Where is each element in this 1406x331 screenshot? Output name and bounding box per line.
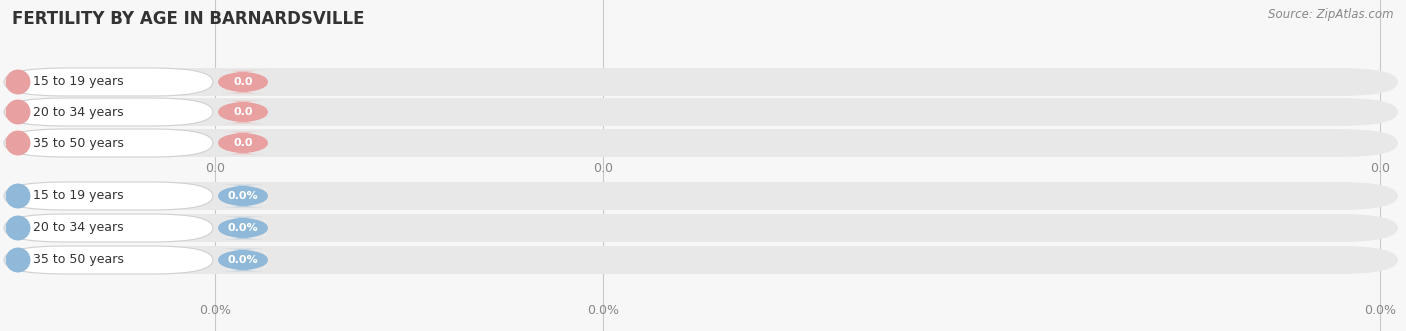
Text: 0.0%: 0.0%: [586, 304, 619, 316]
Text: 20 to 34 years: 20 to 34 years: [34, 221, 124, 234]
Text: 15 to 19 years: 15 to 19 years: [34, 190, 124, 203]
Ellipse shape: [6, 248, 30, 272]
Text: 0.0%: 0.0%: [200, 304, 231, 316]
Text: 0.0: 0.0: [233, 77, 253, 87]
FancyBboxPatch shape: [4, 246, 212, 274]
FancyBboxPatch shape: [218, 249, 269, 271]
Text: 35 to 50 years: 35 to 50 years: [34, 136, 124, 150]
Text: 0.0: 0.0: [1369, 162, 1391, 174]
Ellipse shape: [6, 216, 30, 240]
FancyBboxPatch shape: [218, 185, 269, 207]
Text: FERTILITY BY AGE IN BARNARDSVILLE: FERTILITY BY AGE IN BARNARDSVILLE: [13, 10, 364, 28]
Text: 0.0%: 0.0%: [1364, 304, 1396, 316]
Text: 0.0%: 0.0%: [228, 191, 259, 201]
FancyBboxPatch shape: [4, 129, 212, 157]
FancyBboxPatch shape: [4, 246, 1398, 274]
Text: 0.0: 0.0: [205, 162, 225, 174]
FancyBboxPatch shape: [218, 101, 269, 123]
Text: 0.0: 0.0: [233, 138, 253, 148]
FancyBboxPatch shape: [218, 71, 269, 93]
Text: 15 to 19 years: 15 to 19 years: [34, 75, 124, 88]
FancyBboxPatch shape: [218, 132, 269, 154]
FancyBboxPatch shape: [4, 182, 1398, 210]
Ellipse shape: [6, 70, 30, 94]
FancyBboxPatch shape: [4, 182, 212, 210]
Text: 35 to 50 years: 35 to 50 years: [34, 254, 124, 266]
FancyBboxPatch shape: [4, 98, 1398, 126]
FancyBboxPatch shape: [4, 214, 1398, 242]
Ellipse shape: [6, 184, 30, 208]
Ellipse shape: [6, 131, 30, 155]
FancyBboxPatch shape: [4, 68, 1398, 96]
FancyBboxPatch shape: [4, 68, 212, 96]
Text: 0.0: 0.0: [233, 107, 253, 117]
FancyBboxPatch shape: [218, 217, 269, 239]
FancyBboxPatch shape: [4, 214, 212, 242]
Text: 20 to 34 years: 20 to 34 years: [34, 106, 124, 118]
Text: 0.0%: 0.0%: [228, 255, 259, 265]
Text: 0.0%: 0.0%: [228, 223, 259, 233]
Ellipse shape: [6, 100, 30, 124]
Text: 0.0: 0.0: [593, 162, 613, 174]
FancyBboxPatch shape: [4, 129, 1398, 157]
Text: Source: ZipAtlas.com: Source: ZipAtlas.com: [1268, 8, 1393, 21]
FancyBboxPatch shape: [4, 98, 212, 126]
